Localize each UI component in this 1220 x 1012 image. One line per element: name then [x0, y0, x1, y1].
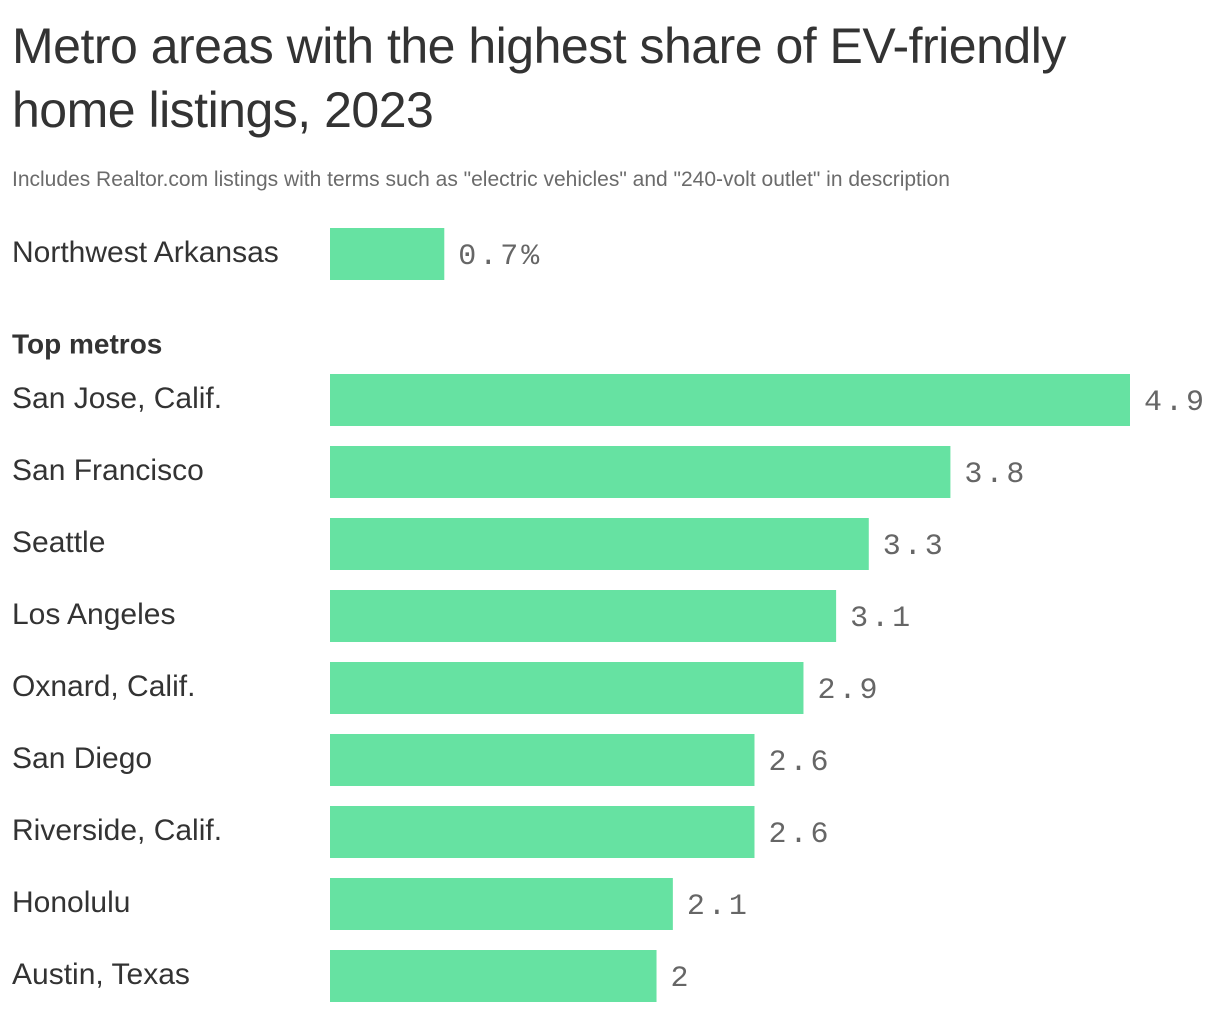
value-label: 2.6 [768, 746, 831, 780]
value-label: 2.6 [768, 818, 831, 852]
bar [330, 662, 804, 714]
category-label: Los Angeles [12, 598, 175, 631]
value-label: 0.7% [458, 240, 542, 274]
bar [330, 518, 869, 570]
bar [330, 228, 445, 280]
bar [330, 446, 951, 498]
value-label: 2 [671, 962, 692, 996]
category-label: Honolulu [12, 886, 130, 919]
value-label: 2.9 [817, 674, 880, 708]
category-label: San Diego [12, 742, 152, 775]
value-label: 2.1 [687, 890, 750, 924]
category-label: San Francisco [12, 454, 204, 487]
bar [330, 878, 673, 930]
value-label: 3.8 [964, 458, 1027, 492]
group-label: Top metros [12, 328, 162, 359]
category-label: Oxnard, Calif. [12, 670, 195, 703]
category-label: Riverside, Calif. [12, 814, 222, 847]
value-label: 3.1 [850, 602, 913, 636]
bar [330, 806, 755, 858]
chart-title: Metro areas with the highest share of EV… [12, 18, 1066, 138]
category-label: Seattle [12, 526, 105, 559]
chart-subtitle: Includes Realtor.com listings with terms… [12, 168, 950, 191]
bar [330, 734, 755, 786]
bar [330, 950, 657, 1002]
category-label: Northwest Arkansas [12, 236, 279, 269]
bar [330, 374, 1130, 426]
category-label: Austin, Texas [12, 958, 190, 991]
category-label: San Jose, Calif. [12, 382, 222, 415]
bar [330, 590, 837, 642]
value-label: 4.9 [1144, 386, 1207, 420]
value-label: 3.3 [883, 530, 946, 564]
